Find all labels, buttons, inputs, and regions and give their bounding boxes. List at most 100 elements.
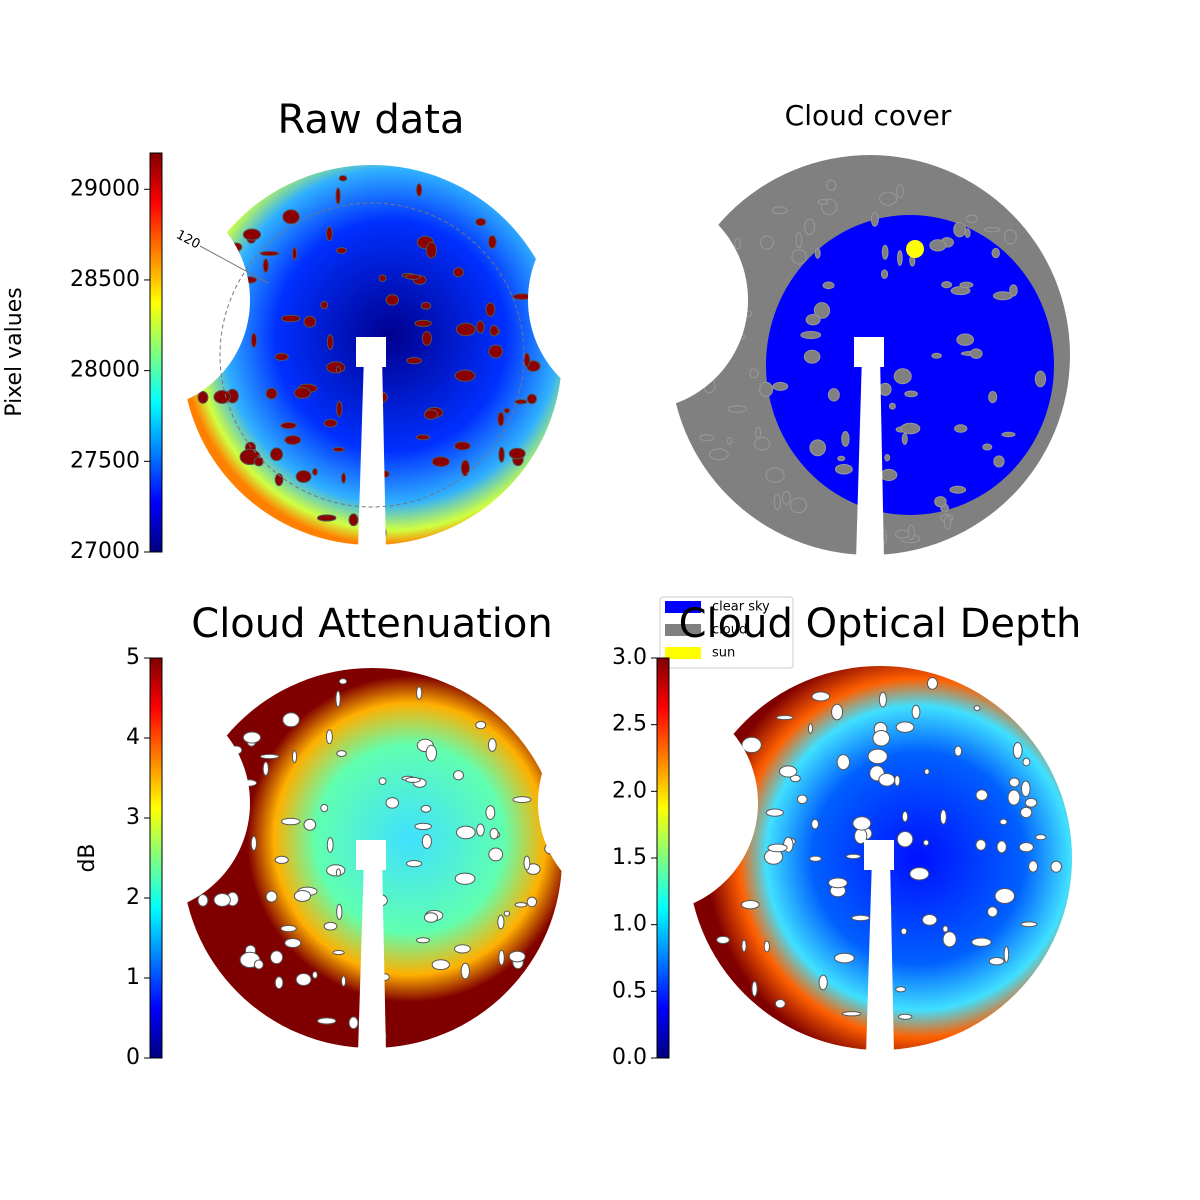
- colorbar: [149, 657, 163, 1059]
- cloud-patch: [987, 906, 998, 918]
- cloud-patch: [741, 899, 760, 910]
- cloud-patch: [800, 330, 822, 340]
- cloud-patch: [317, 1017, 337, 1025]
- cloud-patch: [323, 418, 338, 428]
- cloud-patch: [941, 281, 953, 289]
- cloud-patch: [852, 816, 872, 831]
- cloud-patch: [326, 361, 346, 374]
- cloud-patch: [282, 209, 300, 225]
- cloud-patch: [996, 840, 1007, 854]
- cloud-patch: [880, 269, 889, 279]
- colorbar-tick-label: 0.0: [612, 1045, 647, 1070]
- cloud-patch: [250, 332, 258, 348]
- cloud-patch: [831, 703, 844, 721]
- cloud-patch: [894, 774, 901, 787]
- cloud-patch: [425, 744, 438, 762]
- cloud-patch: [1001, 431, 1016, 438]
- cloud-patch: [281, 817, 301, 826]
- cloud-patch: [293, 386, 312, 399]
- horizon-mask: [30, 693, 250, 913]
- cloud-patch: [265, 890, 278, 903]
- cloud-patch: [949, 485, 967, 494]
- cloud-patch: [508, 950, 526, 963]
- cloud-patch: [378, 274, 387, 282]
- colorbar-tick-label: 0.5: [612, 978, 647, 1003]
- cloud-patch: [897, 250, 903, 266]
- cloud-patch: [406, 356, 423, 365]
- cloud-patch: [699, 434, 715, 442]
- cloud-patch: [497, 411, 505, 427]
- cloud-patch: [809, 855, 822, 862]
- cloud-patch: [523, 352, 531, 368]
- cloud-patch: [1004, 229, 1017, 245]
- cloud-patch: [341, 472, 347, 484]
- cloud-patch: [485, 302, 496, 317]
- cloud-patch: [953, 221, 967, 238]
- cloud-patch: [326, 334, 334, 350]
- cloud-patch: [259, 753, 280, 760]
- cloud-patch: [759, 381, 774, 398]
- cloud-patch: [332, 949, 345, 956]
- cloud-patch: [274, 352, 289, 361]
- colorbar-tick-label: 3.0: [612, 645, 647, 670]
- cloud-patch: [971, 937, 992, 947]
- colorbar-tick-label: 27500: [70, 448, 140, 473]
- cloud-patch: [415, 937, 431, 944]
- cloud-patch: [489, 827, 499, 840]
- cloud-patch: [332, 446, 345, 453]
- cloud-patch: [414, 319, 432, 328]
- cloud-patch: [888, 402, 896, 410]
- cloud-patch: [1024, 797, 1038, 808]
- cloud-patch: [269, 950, 284, 965]
- cloud-patch: [325, 226, 333, 242]
- cloud-patch: [514, 399, 528, 405]
- cloud-patch: [749, 368, 759, 379]
- colorbar: [149, 152, 163, 553]
- cloud-patch: [775, 714, 794, 721]
- cloud-patch: [335, 365, 341, 374]
- colorbar-tick-label: 1: [126, 965, 140, 990]
- cloud-patch: [487, 738, 497, 752]
- clear-sky-region: [766, 215, 1054, 515]
- colorbar-tick-label: 1.5: [612, 845, 647, 870]
- cloud-patch: [884, 454, 891, 462]
- cloud-patch: [878, 691, 887, 708]
- cloud-patch: [293, 889, 312, 902]
- cloud-patch: [213, 892, 231, 907]
- panel-title: Cloud Optical Depth: [679, 601, 1082, 647]
- cloud-patch: [959, 281, 974, 289]
- cloud-patch: [765, 467, 785, 483]
- cloud-patch: [1020, 921, 1038, 928]
- cloud-patch: [911, 704, 921, 720]
- cloud-patch: [727, 405, 747, 413]
- cloud-patch: [896, 830, 914, 848]
- cloud-patch: [969, 348, 983, 359]
- cloud-patch: [454, 441, 471, 451]
- cloud-patch: [1020, 780, 1031, 798]
- cloud-patch: [213, 389, 231, 404]
- cloud-patch: [455, 825, 476, 840]
- cloud-patch: [1022, 757, 1031, 767]
- cloud-patch: [281, 314, 301, 323]
- legend-label: clear sky: [712, 600, 770, 615]
- cloud-patch: [253, 959, 264, 970]
- panel: Raw data1202700027500280002850029000Pixe…: [2, 97, 562, 564]
- cloud-patch: [973, 705, 981, 712]
- cloud-patch: [982, 443, 993, 451]
- cloud-patch: [1003, 945, 1010, 963]
- arm-mask: [866, 858, 894, 1055]
- cloud-patch: [514, 902, 528, 908]
- panel: Cloud cover clear sky cloud sun: [528, 99, 1070, 669]
- cloud-patch: [503, 407, 511, 414]
- cloud-patch: [336, 903, 343, 921]
- cloud-patch: [291, 247, 298, 261]
- panel: Cloud Optical Depth 0.0 0.5 1.0 1.5 2.0 2.5 3.0: [538, 601, 1081, 1070]
- cloud-patch: [755, 426, 762, 439]
- cloud-patch: [1050, 860, 1062, 873]
- cloud-patch: [879, 191, 898, 206]
- colorbar-tick-label: 27000: [70, 539, 140, 564]
- cloud-patch: [454, 369, 476, 382]
- cloud-patch: [872, 729, 891, 747]
- cloud-patch: [431, 959, 450, 971]
- cloud-patch: [778, 765, 798, 778]
